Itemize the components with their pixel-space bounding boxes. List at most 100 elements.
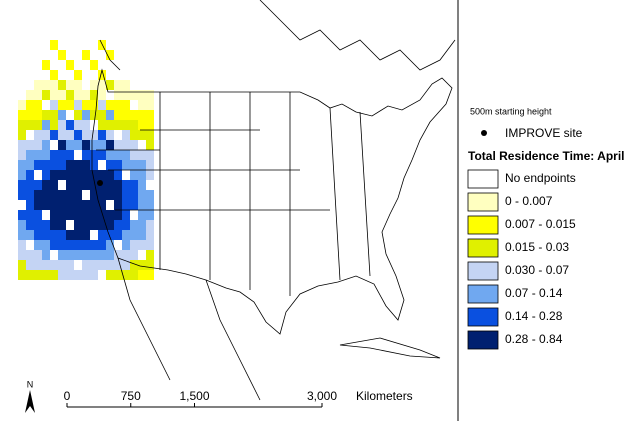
grid-cell <box>26 180 34 190</box>
residence-grid <box>18 40 154 280</box>
grid-cell <box>18 170 26 180</box>
grid-cell <box>42 90 50 100</box>
grid-cell <box>98 210 106 220</box>
grid-cell <box>34 190 42 200</box>
grid-cell <box>98 200 106 210</box>
grid-cell <box>18 140 26 150</box>
grid-cell <box>42 200 50 210</box>
grid-cell <box>74 200 82 210</box>
grid-cell <box>34 90 42 100</box>
grid-cell <box>34 150 42 160</box>
grid-cell <box>106 260 114 270</box>
grid-cell <box>74 140 82 150</box>
grid-cell <box>58 160 66 170</box>
grid-cell <box>146 200 154 210</box>
north-arrow <box>25 390 35 413</box>
scale-unit: Kilometers <box>356 389 413 403</box>
grid-cell <box>98 140 106 150</box>
grid-cell <box>130 220 138 230</box>
grid-cell <box>42 230 50 240</box>
grid-cell <box>82 270 90 280</box>
site-label: IMPROVE site <box>505 126 583 140</box>
grid-cell <box>18 160 26 170</box>
grid-cell <box>138 230 146 240</box>
grid-cell <box>58 100 66 110</box>
grid-cell <box>90 240 98 250</box>
grid-cell <box>66 80 74 90</box>
legend-label: 0.030 - 0.07 <box>505 263 569 277</box>
grid-cell <box>114 100 122 110</box>
grid-cell <box>90 170 98 180</box>
grid-cell <box>106 230 114 240</box>
grid-cell <box>146 150 154 160</box>
grid-cell <box>146 120 154 130</box>
grid-cell <box>42 120 50 130</box>
grid-cell <box>34 110 42 120</box>
grid-cell <box>42 160 50 170</box>
grid-cell <box>66 130 74 140</box>
grid-cell <box>106 130 114 140</box>
grid-cell <box>74 110 82 120</box>
grid-cell <box>82 260 90 270</box>
legend-label: 0.015 - 0.03 <box>505 240 569 254</box>
grid-cell <box>138 210 146 220</box>
grid-cell <box>146 130 154 140</box>
grid-cell <box>98 110 106 120</box>
grid-cell <box>138 180 146 190</box>
grid-cell <box>42 60 50 70</box>
grid-cell <box>106 80 114 90</box>
grid-cell <box>82 90 90 100</box>
grid-cell <box>18 270 26 280</box>
legend-swatch <box>467 238 499 258</box>
grid-cell <box>34 240 42 250</box>
grid-cell <box>74 160 82 170</box>
scale-label: 1,500 <box>179 389 209 403</box>
grid-cell <box>26 170 34 180</box>
grid-cell <box>114 90 122 100</box>
grid-cell <box>90 200 98 210</box>
grid-cell <box>34 120 42 130</box>
grid-cell <box>26 210 34 220</box>
grid-cell <box>26 250 34 260</box>
grid-cell <box>146 210 154 220</box>
grid-cell <box>66 120 74 130</box>
grid-cell <box>18 120 26 130</box>
grid-cell <box>114 160 122 170</box>
grid-cell <box>50 110 58 120</box>
grid-cell <box>42 240 50 250</box>
grid-cell <box>50 90 58 100</box>
grid-cell <box>98 80 106 90</box>
grid-cell <box>42 180 50 190</box>
grid-cell <box>114 140 122 150</box>
grid-cell <box>146 240 154 250</box>
grid-cell <box>122 250 130 260</box>
legend-label: 0.007 - 0.015 <box>505 217 576 231</box>
grid-cell <box>26 120 34 130</box>
grid-cell <box>122 210 130 220</box>
grid-cell <box>34 250 42 260</box>
grid-cell <box>82 180 90 190</box>
grid-cell <box>74 170 82 180</box>
grid-cell <box>34 160 42 170</box>
grid-cell <box>50 100 58 110</box>
legend-label: 0.14 - 0.28 <box>505 309 563 323</box>
grid-cell <box>50 40 58 50</box>
grid-cell <box>26 270 34 280</box>
grid-cell <box>98 40 106 50</box>
grid-cell <box>26 230 34 240</box>
grid-cell <box>42 110 50 120</box>
grid-cell <box>114 150 122 160</box>
grid-cell <box>18 150 26 160</box>
grid-cell <box>66 60 74 70</box>
grid-cell <box>34 200 42 210</box>
grid-cell <box>98 250 106 260</box>
grid-cell <box>98 90 106 100</box>
grid-cell <box>130 90 138 100</box>
grid-cell <box>90 220 98 230</box>
grid-cell <box>106 270 114 280</box>
grid-cell <box>114 170 122 180</box>
grid-cell <box>138 220 146 230</box>
grid-cell <box>146 250 154 260</box>
grid-cell <box>42 150 50 160</box>
